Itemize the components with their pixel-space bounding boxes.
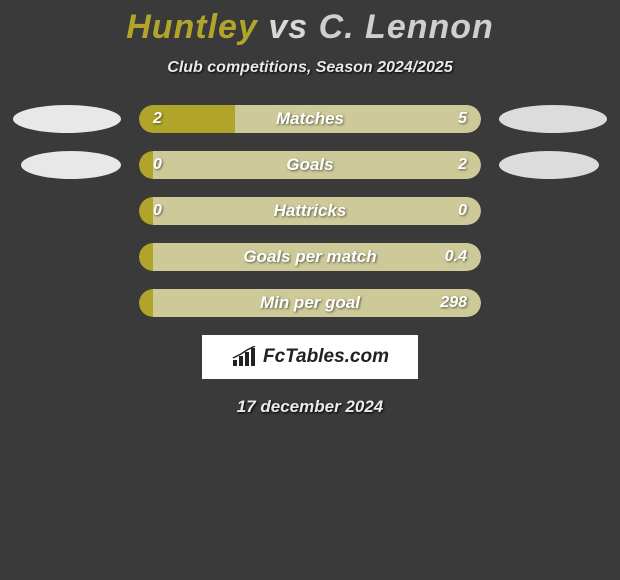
player1-name: Huntley: [126, 8, 258, 46]
stat-bar: Goals per match0.4: [139, 243, 481, 271]
bar-right-value: 0: [458, 197, 467, 225]
bar-label: Matches: [139, 105, 481, 133]
bar-right-value: 5: [458, 105, 467, 133]
stat-row: 2Matches5: [0, 105, 620, 133]
bars-icon: [231, 346, 257, 368]
bar-label: Min per goal: [139, 289, 481, 317]
stat-bar: 0Goals2: [139, 151, 481, 179]
subtitle: Club competitions, Season 2024/2025: [0, 59, 620, 77]
logo-text: FcTables.com: [263, 346, 389, 368]
bar-right-value: 2: [458, 151, 467, 179]
stat-row: 0Goals2: [0, 151, 620, 179]
stat-row: 0Hattricks0: [0, 197, 620, 225]
bar-right-value: 298: [440, 289, 467, 317]
player2-avatar-ellipse: [499, 105, 607, 133]
stat-row: Min per goal298: [0, 289, 620, 317]
bar-right-value: 0.4: [445, 243, 467, 271]
date-text: 17 december 2024: [0, 397, 620, 417]
bar-label: Goals: [139, 151, 481, 179]
logo-box[interactable]: FcTables.com: [202, 335, 418, 379]
vs-text: vs: [268, 8, 308, 46]
stat-bar: 2Matches5: [139, 105, 481, 133]
player2-name: C. Lennon: [319, 8, 494, 46]
player2-avatar-ellipse: [499, 151, 599, 179]
page-title: Huntley vs C. Lennon: [0, 8, 620, 47]
player1-avatar-ellipse: [21, 151, 121, 179]
stat-row: Goals per match0.4: [0, 243, 620, 271]
stat-rows: 2Matches50Goals20Hattricks0Goals per mat…: [0, 105, 620, 317]
player1-avatar-ellipse: [13, 105, 121, 133]
stat-bar: Min per goal298: [139, 289, 481, 317]
comparison-widget: Huntley vs C. Lennon Club competitions, …: [0, 0, 620, 417]
bar-label: Goals per match: [139, 243, 481, 271]
stat-bar: 0Hattricks0: [139, 197, 481, 225]
bar-label: Hattricks: [139, 197, 481, 225]
